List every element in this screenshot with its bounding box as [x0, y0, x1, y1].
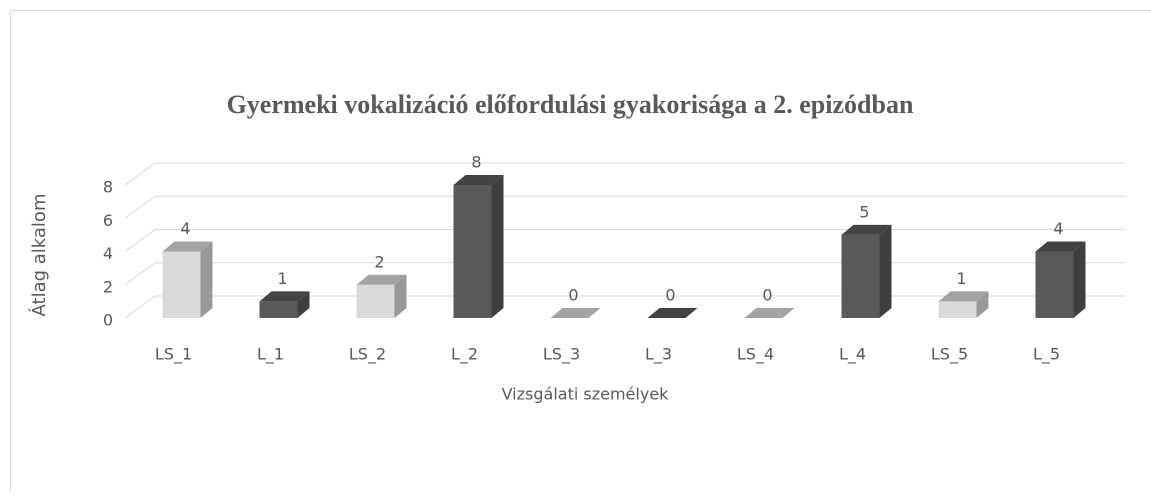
data-label: 0: [762, 286, 772, 305]
y-tick-label: 6: [103, 211, 113, 230]
bar-front: [939, 301, 977, 318]
grid-line: [125, 296, 155, 318]
x-tick-label: LS_4: [737, 345, 774, 365]
grid-line: [125, 163, 155, 185]
chart-title: Gyermeki vokalizáció előfordulási gyakor…: [227, 90, 914, 119]
bar-front: [1036, 252, 1074, 319]
data-label: 0: [568, 286, 578, 305]
data-label: 2: [374, 252, 384, 271]
bar-side: [492, 175, 504, 318]
y-tick-label: 2: [103, 277, 113, 296]
grid-line: [125, 230, 155, 252]
x-tick-label: L_5: [1033, 345, 1060, 365]
bar-front: [357, 285, 395, 318]
data-label: 1: [956, 269, 966, 288]
data-label: 4: [1053, 219, 1063, 238]
bar-front: [163, 252, 201, 319]
bar: [163, 242, 213, 319]
bar-top: [745, 308, 795, 318]
grid-line: [125, 263, 155, 285]
bar-top: [551, 308, 601, 318]
x-tick-label: LS_3: [543, 345, 580, 365]
bar: [1036, 242, 1086, 319]
y-tick-label: 0: [103, 311, 113, 330]
bar-side: [880, 225, 892, 318]
bar: [842, 225, 892, 318]
x-tick-label: L_2: [451, 345, 478, 365]
x-tick-label: LS_1: [155, 345, 192, 365]
bar-side: [201, 242, 213, 319]
grid-line: [125, 196, 155, 218]
x-tick-label: LS_5: [931, 345, 968, 365]
x-tick-label: L_3: [645, 345, 672, 365]
y-tick-label: 4: [103, 244, 113, 263]
data-label: 8: [471, 153, 481, 172]
bar-front: [454, 185, 492, 318]
data-label: 1: [277, 269, 287, 288]
bar: [357, 275, 407, 318]
x-tick-label: L_4: [839, 345, 866, 365]
bar: [648, 308, 698, 318]
bar-front: [260, 301, 298, 318]
x-axis-title: Vizsgálati személyek: [502, 385, 670, 404]
x-tick-label: L_1: [257, 345, 284, 365]
bar: [745, 308, 795, 318]
y-axis-title: Átlag alkalom: [28, 194, 50, 317]
data-label: 0: [665, 286, 675, 305]
y-tick-label: 8: [103, 178, 113, 197]
bar-top: [648, 308, 698, 318]
bar-side: [1074, 242, 1086, 319]
bar: [454, 175, 504, 318]
data-label: 4: [180, 219, 190, 238]
bar-front: [842, 235, 880, 318]
bar: [551, 308, 601, 318]
x-tick-label: LS_2: [349, 345, 386, 365]
bar: [260, 291, 310, 318]
data-label: 5: [859, 202, 869, 221]
bar: [939, 291, 989, 318]
